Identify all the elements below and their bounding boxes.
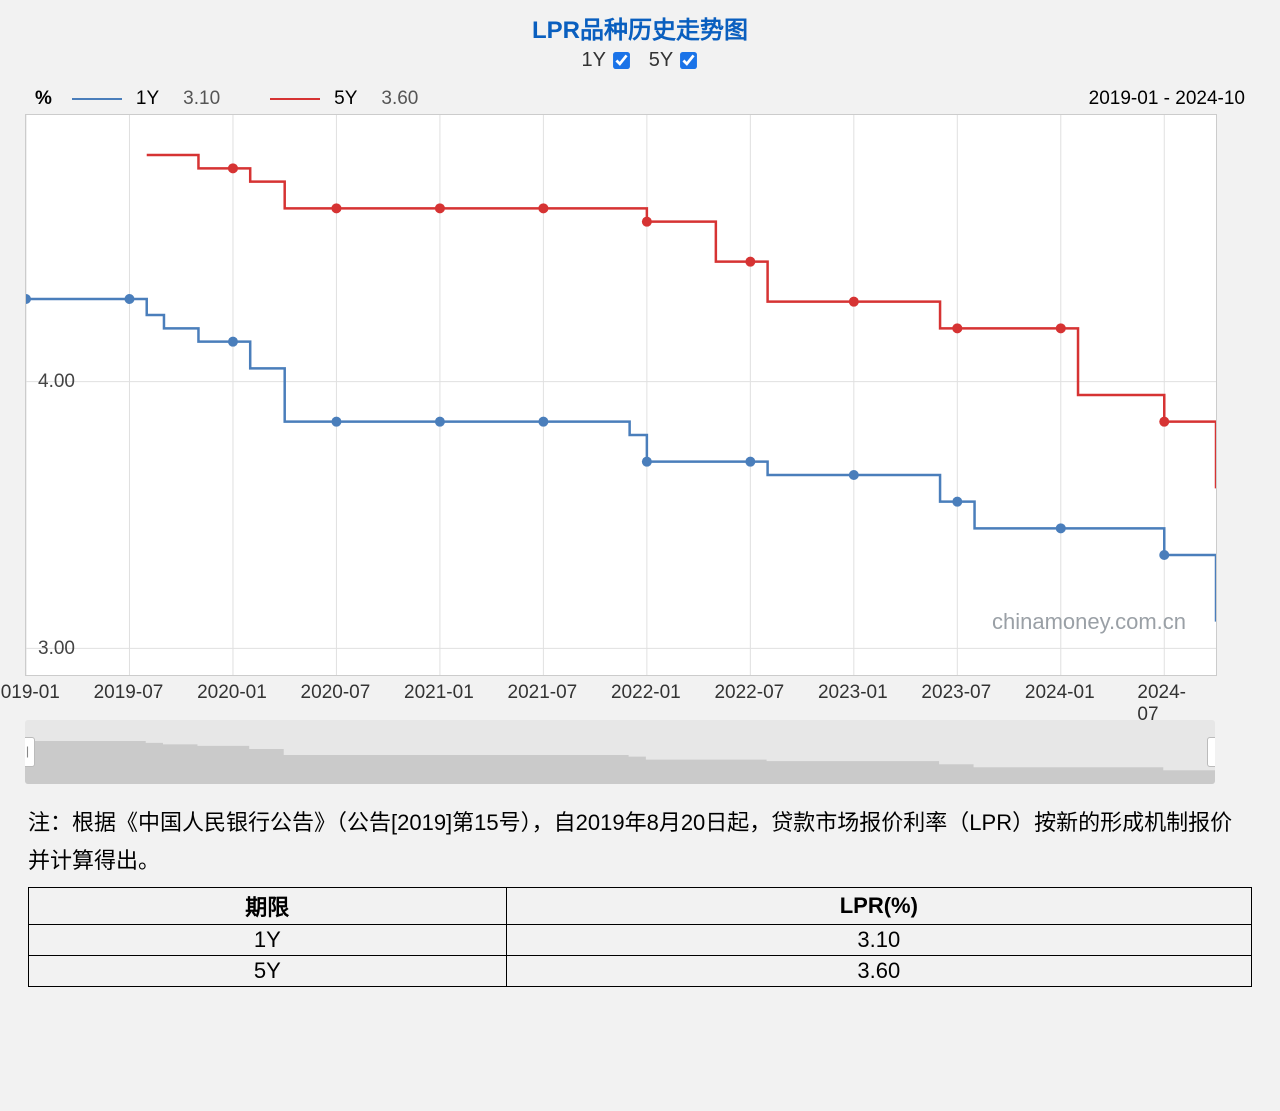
time-range-brush[interactable]: || || (25, 720, 1215, 784)
toggle-1y-checkbox[interactable] (613, 52, 630, 69)
x-axis-labels: 2019-012019-072020-012020-072021-012021-… (25, 676, 1215, 708)
x-tick-label: 2022-01 (611, 682, 681, 704)
x-tick-label: 2023-01 (818, 682, 888, 704)
table-header-lpr: LPR(%) (506, 888, 1251, 925)
legend-swatch-1y (72, 98, 122, 100)
toggle-1y-label: 1Y (582, 49, 606, 71)
toggle-5y-label: 5Y (649, 49, 673, 71)
table-row: 1Y 3.10 (29, 925, 1252, 956)
series-toggles: 1Y 5Y (0, 45, 1280, 80)
table-cell-lpr-5y: 3.60 (506, 956, 1251, 987)
legend-swatch-5y (270, 98, 320, 100)
x-tick-label: 2024-01 (1025, 682, 1095, 704)
x-tick-label: 2020-01 (197, 682, 267, 704)
legend-label-5y: 5Y (334, 88, 357, 110)
legend-value-1y: 3.10 (183, 88, 220, 110)
chart-title: LPR品种历史走势图 (0, 0, 1280, 45)
chart-legend-row: % 1Y 3.10 5Y 3.60 2019-01 - 2024-10 (25, 80, 1255, 114)
x-tick-label: 2022-07 (714, 682, 784, 704)
table-header-term: 期限 (29, 888, 507, 925)
table-row: 5Y 3.60 (29, 956, 1252, 987)
table-cell-term-1y: 1Y (29, 925, 507, 956)
x-tick-label: 2019-07 (94, 682, 164, 704)
y-tick-label: 3.00 (38, 638, 75, 660)
x-tick-label: 2020-07 (301, 682, 371, 704)
toggle-5y-checkbox[interactable] (681, 52, 698, 69)
chart-plot-area[interactable]: chinamoney.com.cn 3.004.00 (25, 114, 1217, 676)
table-header-row: 期限 LPR(%) (29, 888, 1252, 925)
date-range-label: 2019-01 - 2024-10 (1089, 88, 1245, 110)
table-cell-lpr-1y: 3.10 (506, 925, 1251, 956)
brush-svg (25, 720, 1215, 784)
chart-svg (26, 115, 1216, 675)
x-tick-label: 2019-01 (0, 682, 60, 704)
brush-handle-right[interactable]: || (1207, 737, 1215, 767)
x-tick-label: 2021-07 (508, 682, 578, 704)
toggle-1y[interactable]: 1Y (582, 49, 632, 72)
legend-label-1y: 1Y (136, 88, 159, 110)
y-axis-label: % (35, 88, 52, 110)
table-cell-term-5y: 5Y (29, 956, 507, 987)
legend-value-5y: 3.60 (381, 88, 418, 110)
brush-handle-left[interactable]: || (25, 737, 35, 767)
x-tick-label: 2023-07 (921, 682, 991, 704)
toggle-5y[interactable]: 5Y (649, 49, 699, 72)
footnote: 注：根据《中国人民银行公告》（公告[2019]第15号），自2019年8月20日… (0, 784, 1280, 883)
lpr-table: 期限 LPR(%) 1Y 3.10 5Y 3.60 (28, 887, 1252, 987)
x-tick-label: 2021-01 (404, 682, 474, 704)
y-tick-label: 4.00 (38, 371, 75, 393)
